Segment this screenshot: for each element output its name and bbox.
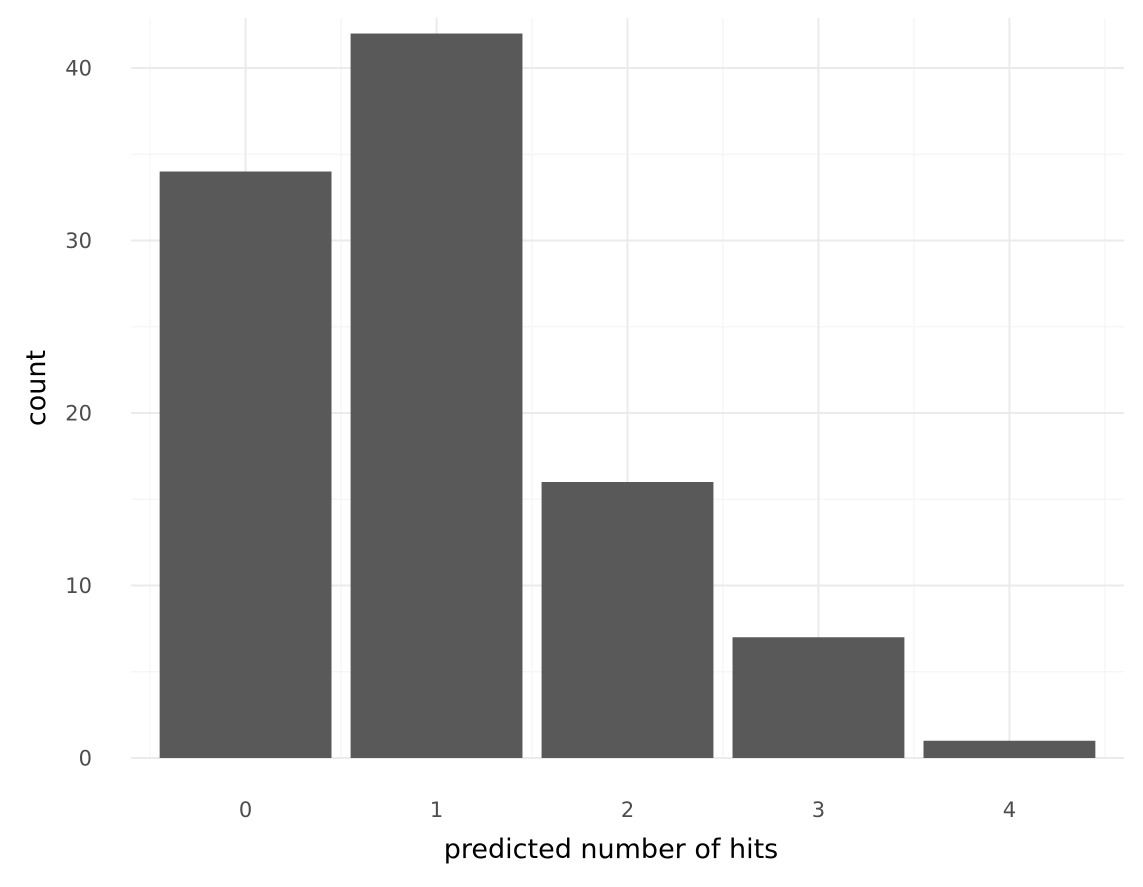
- bars-group: [159, 33, 1096, 759]
- bar-1: [350, 33, 523, 758]
- x-axis-title: predicted number of hits: [444, 834, 779, 865]
- x-tick-label: 1: [430, 798, 443, 822]
- y-tick-label: 40: [65, 57, 92, 81]
- y-tick-label: 30: [65, 229, 92, 253]
- y-tick-label: 20: [65, 402, 92, 426]
- bar-4: [923, 740, 1096, 758]
- y-tick-label: 10: [65, 574, 92, 598]
- x-tick-label: 0: [239, 798, 252, 822]
- y-axis-title: count: [21, 350, 52, 426]
- bar-3: [732, 637, 905, 758]
- x-tick-label: 2: [621, 798, 634, 822]
- x-axis-tick-labels: 0 1 2 3 4: [239, 798, 1016, 822]
- bar-0: [159, 171, 332, 759]
- x-tick-label: 3: [812, 798, 825, 822]
- x-tick-label: 4: [1003, 798, 1016, 822]
- bar-2: [541, 482, 714, 758]
- y-tick-label: 0: [79, 747, 92, 771]
- y-axis-tick-labels: 0 10 20 30 40: [65, 57, 92, 771]
